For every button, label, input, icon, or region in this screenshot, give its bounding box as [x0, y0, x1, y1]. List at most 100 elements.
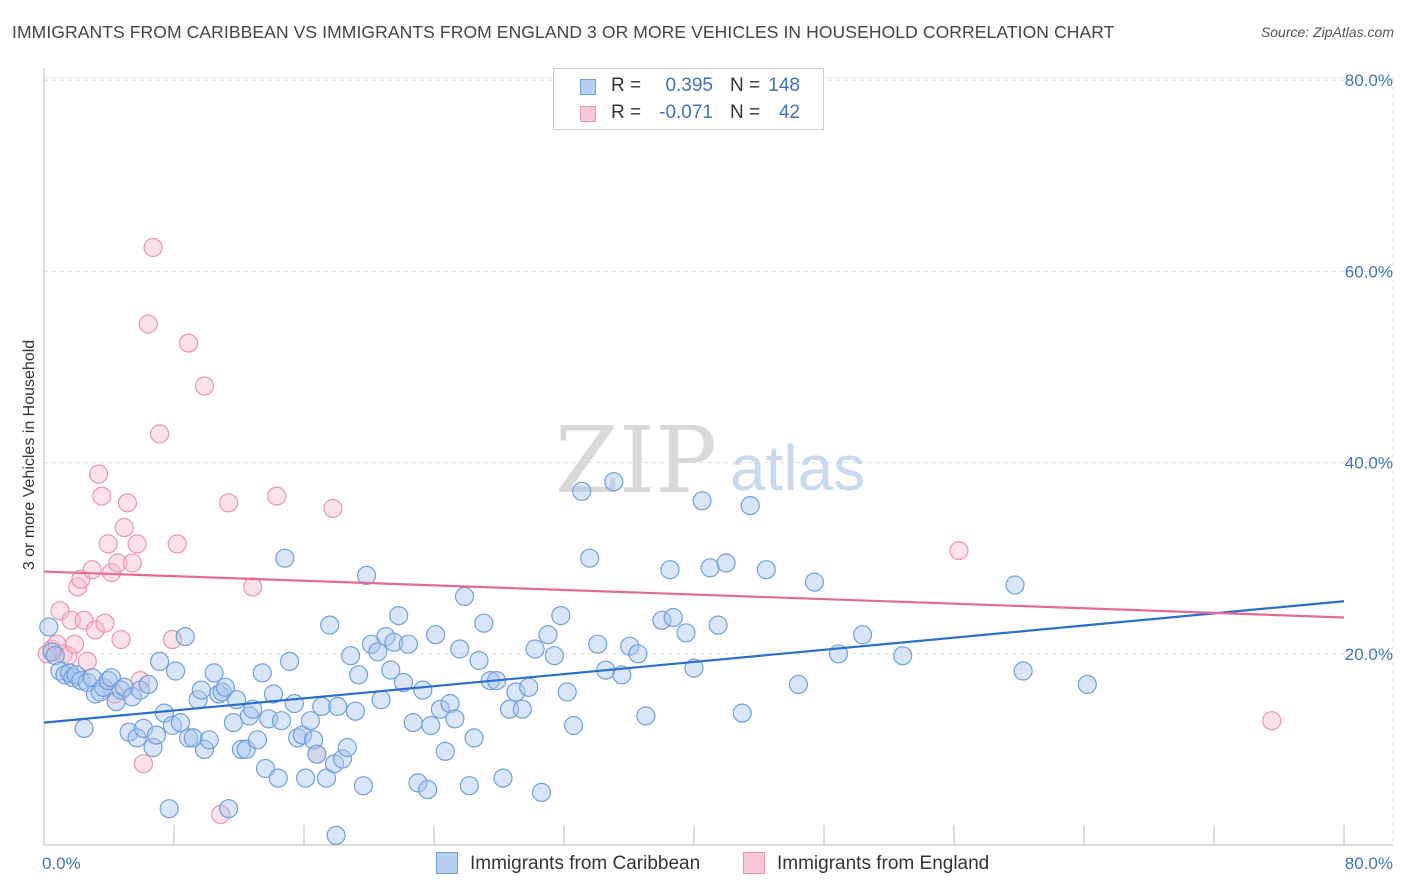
- point-caribbean: [255, 758, 276, 779]
- point-caribbean: [1077, 674, 1097, 695]
- point-caribbean: [1005, 575, 1025, 595]
- point-england: [95, 613, 115, 633]
- point-caribbean: [191, 680, 211, 700]
- point-caribbean: [418, 779, 438, 800]
- point-caribbean: [312, 696, 332, 717]
- point-caribbean: [332, 749, 353, 769]
- point-caribbean: [371, 690, 391, 710]
- legend-r-label: R =: [611, 102, 642, 123]
- point-caribbean: [231, 739, 251, 760]
- point-caribbean: [604, 472, 624, 492]
- point-caribbean: [700, 558, 720, 578]
- point-caribbean: [445, 709, 465, 729]
- point-caribbean: [345, 701, 365, 721]
- point-caribbean: [538, 625, 558, 645]
- point-caribbean: [469, 650, 489, 671]
- axes: [43, 68, 1393, 846]
- point-england: [949, 540, 969, 561]
- legend-n-value: 42: [778, 102, 800, 123]
- point-england: [114, 517, 134, 538]
- point-caribbean: [464, 728, 484, 748]
- point-caribbean: [170, 712, 190, 733]
- point-caribbean: [692, 491, 712, 511]
- bottom-legend-swatch-pink: [743, 852, 765, 874]
- point-england: [167, 534, 187, 554]
- point-caribbean: [440, 693, 460, 714]
- point-caribbean: [459, 776, 479, 796]
- y-tick-label: 80.0%: [1345, 71, 1393, 90]
- bottom-legend-label: Immigrants from England: [777, 853, 990, 874]
- point-caribbean: [42, 642, 62, 662]
- point-england: [82, 560, 102, 580]
- point-caribbean: [628, 644, 648, 664]
- point-caribbean: [389, 605, 409, 626]
- point-caribbean: [580, 548, 600, 568]
- point-caribbean: [740, 496, 760, 516]
- point-caribbean: [304, 730, 324, 750]
- point-england: [143, 237, 163, 258]
- point-caribbean: [204, 663, 224, 683]
- point-caribbean: [421, 715, 441, 736]
- point-caribbean: [353, 776, 373, 796]
- point-caribbean: [852, 625, 873, 645]
- point-caribbean: [45, 646, 65, 666]
- point-caribbean: [381, 660, 401, 680]
- point-caribbean: [150, 651, 170, 672]
- point-caribbean: [804, 572, 825, 592]
- point-england: [127, 534, 147, 554]
- source-credit: Source: ZipAtlas.com: [1260, 24, 1394, 40]
- point-caribbean: [284, 693, 304, 714]
- point-caribbean: [275, 548, 295, 568]
- point-caribbean: [320, 615, 340, 635]
- point-caribbean: [292, 725, 312, 745]
- point-caribbean: [159, 799, 179, 819]
- point-england: [122, 553, 142, 573]
- point-caribbean: [708, 615, 728, 635]
- data-points: [37, 237, 1282, 846]
- point-caribbean: [413, 680, 433, 700]
- point-caribbean: [384, 632, 404, 652]
- point-caribbean: [493, 768, 513, 788]
- point-caribbean: [146, 725, 166, 745]
- point-caribbean: [525, 639, 545, 659]
- point-caribbean: [732, 703, 752, 723]
- point-caribbean: [454, 586, 475, 607]
- point-england: [267, 486, 287, 506]
- point-caribbean: [636, 706, 656, 726]
- point-caribbean: [588, 634, 608, 654]
- point-caribbean: [183, 728, 203, 748]
- point-caribbean: [403, 712, 423, 733]
- watermark-atlas: atlas: [730, 432, 865, 504]
- point-caribbean: [450, 639, 470, 659]
- point-caribbean: [430, 699, 450, 719]
- watermark: ZIP atlas: [555, 407, 865, 514]
- point-caribbean: [531, 782, 552, 803]
- chart-title: IMMIGRANTS FROM CARIBBEAN VS IMMIGRANTS …: [12, 22, 1115, 42]
- point-england: [1262, 711, 1282, 731]
- point-caribbean: [474, 613, 494, 633]
- point-caribbean: [138, 674, 158, 695]
- point-caribbean: [544, 646, 565, 666]
- point-caribbean: [271, 711, 292, 731]
- point-england: [68, 577, 88, 597]
- gridlines: [44, 77, 1394, 845]
- point-england: [219, 493, 239, 513]
- point-caribbean: [194, 739, 215, 760]
- point-caribbean: [337, 737, 357, 758]
- point-england: [323, 498, 343, 519]
- point-caribbean: [166, 661, 186, 681]
- point-caribbean: [652, 610, 672, 630]
- point-caribbean: [506, 682, 526, 702]
- point-caribbean: [716, 553, 736, 573]
- point-england: [138, 314, 158, 334]
- point-caribbean: [788, 674, 809, 695]
- bottom-legend-label: Immigrants from Caribbean: [470, 853, 701, 874]
- legend-r-label: R =: [611, 75, 642, 96]
- point-england: [88, 464, 109, 484]
- legend-n-value: 148: [768, 75, 800, 96]
- point-caribbean: [663, 607, 683, 628]
- legend-swatch-pink: [580, 106, 596, 122]
- point-caribbean: [199, 730, 219, 750]
- point-caribbean: [247, 730, 268, 750]
